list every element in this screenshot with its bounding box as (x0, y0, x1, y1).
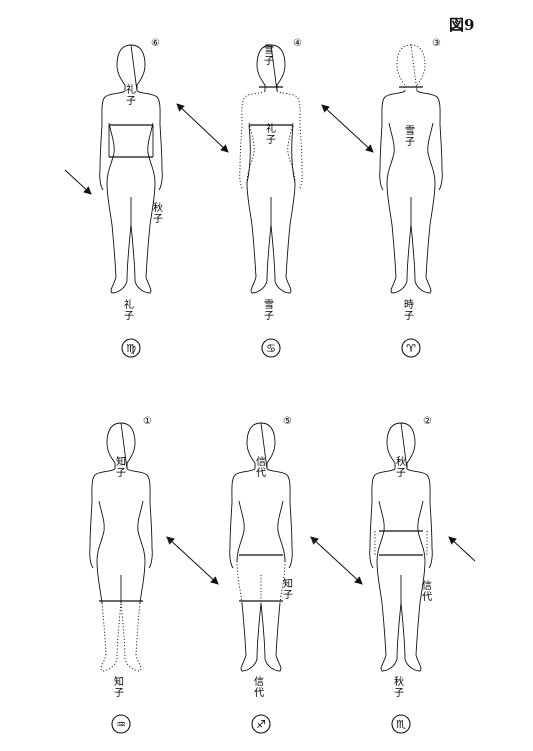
body-label: 秋子 (396, 455, 406, 479)
figure-3 (379, 44, 443, 294)
body-label: 礼子 (266, 122, 276, 146)
bottom-label: 時子 (404, 299, 414, 322)
figure-number: ⑥ (151, 38, 160, 49)
figure-number: ② (423, 416, 432, 427)
cancer-icon: ♋ (261, 338, 281, 358)
figure-5 (229, 422, 293, 672)
aries-icon: ♈ (401, 338, 421, 358)
leg-label: 知子 (283, 577, 293, 601)
body-label: 礼子 (126, 83, 136, 107)
figure-number: ③ (432, 38, 441, 49)
figure-2 (369, 422, 433, 672)
body-label: 雪子 (405, 125, 415, 148)
figure-4 (239, 44, 303, 294)
leg-label: 秋子 (153, 201, 163, 225)
figure-number: ⑤ (283, 416, 292, 427)
scorpio-icon: ♏ (391, 714, 411, 734)
figure-number: ④ (293, 38, 302, 49)
svg-text:♏: ♏ (396, 718, 406, 731)
leg-label: 信代 (422, 580, 432, 603)
svg-text:♈: ♈ (406, 342, 416, 355)
aquarius-icon: ♒ (111, 714, 131, 734)
virgo-icon: ♍ (121, 338, 141, 358)
figure-6 (99, 44, 163, 294)
svg-text:♐: ♐ (256, 718, 266, 731)
arrow (64, 169, 92, 195)
figure-1 (89, 422, 153, 672)
bottom-label: 信代 (254, 676, 264, 699)
body-label: 知子 (116, 455, 126, 479)
figure-number: ① (143, 416, 152, 427)
svg-text:♍: ♍ (126, 342, 136, 355)
bottom-label: 礼子 (124, 298, 134, 322)
head-label: 雪子 (264, 44, 274, 67)
double-arrow (166, 536, 219, 585)
bottom-label: 雪子 (264, 299, 274, 322)
body-label: 信代 (256, 456, 266, 479)
double-arrow (310, 536, 363, 585)
figure-title: 図9 (449, 16, 475, 34)
bottom-label: 秋子 (394, 675, 404, 699)
svg-text:♋: ♋ (266, 342, 276, 355)
bottom-label: 知子 (114, 675, 124, 699)
arrow (448, 536, 476, 562)
double-arrow (321, 104, 374, 153)
double-arrow (176, 103, 229, 153)
sagittarius-icon: ♐ (251, 714, 271, 734)
svg-text:♒: ♒ (116, 718, 126, 731)
